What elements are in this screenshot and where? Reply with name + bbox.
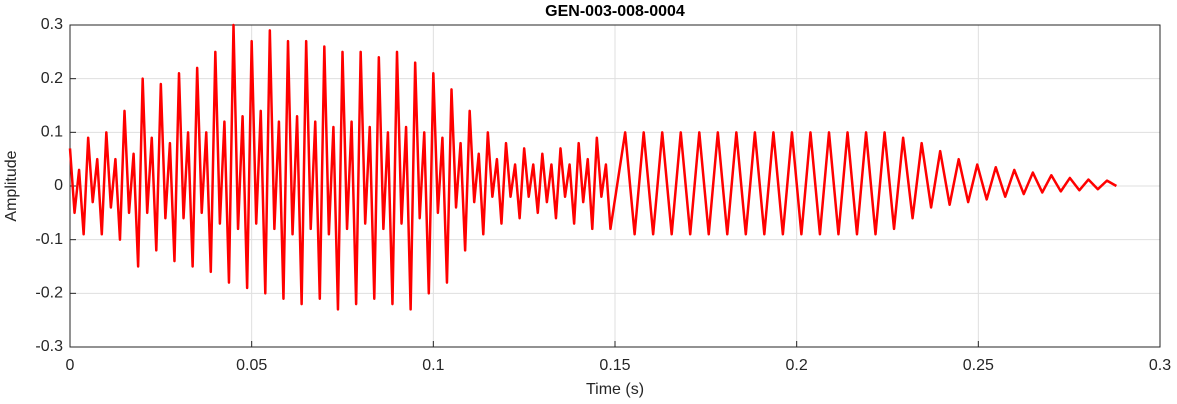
x-tick-label: 0.3: [1149, 357, 1171, 374]
y-tick-label: 0.2: [41, 70, 63, 87]
y-tick-label: 0.1: [41, 124, 63, 141]
x-tick-label: 0.05: [236, 357, 267, 374]
y-axis-label: Amplitude: [3, 150, 20, 221]
x-tick-label: 0.1: [422, 357, 444, 374]
y-tick-label: -0.1: [35, 231, 63, 248]
x-tick-label: 0: [66, 357, 75, 374]
y-tick-label: 0: [54, 177, 63, 194]
x-tick-label: 0.15: [599, 357, 630, 374]
y-tick-label: 0.3: [41, 16, 63, 33]
plot-frame: [69, 24, 1161, 348]
x-axis-label: Time (s): [586, 381, 644, 398]
y-tick-label: -0.3: [35, 338, 63, 355]
chart-title: GEN-003-008-0004: [545, 3, 685, 20]
x-tick-label: 0.2: [786, 357, 808, 374]
signal-line: [68, 23, 1118, 311]
y-tick-label: -0.2: [35, 285, 63, 302]
x-tick-label: 0.25: [963, 357, 994, 374]
